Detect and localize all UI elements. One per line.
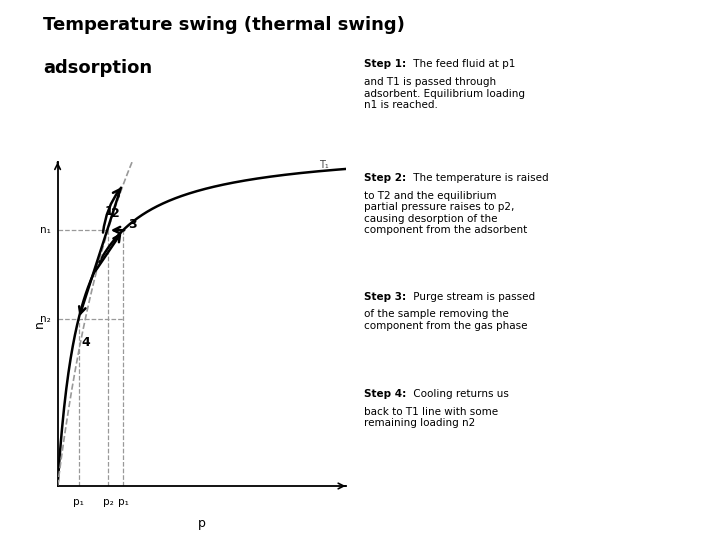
Text: The feed fluid at p1: The feed fluid at p1 bbox=[410, 59, 516, 70]
Text: p₂: p₂ bbox=[102, 497, 113, 507]
Text: p: p bbox=[198, 517, 205, 530]
Text: Purge stream is passed: Purge stream is passed bbox=[410, 292, 536, 302]
Text: Step 4:: Step 4: bbox=[364, 389, 406, 399]
Text: n₂: n₂ bbox=[40, 314, 51, 324]
Text: Temperature swing (thermal swing): Temperature swing (thermal swing) bbox=[43, 16, 405, 34]
Text: back to T1 line with some
remaining loading n2: back to T1 line with some remaining load… bbox=[364, 407, 498, 428]
Text: Cooling returns us: Cooling returns us bbox=[410, 389, 509, 399]
Text: 2: 2 bbox=[111, 207, 120, 220]
Text: p₁: p₁ bbox=[73, 497, 84, 507]
Text: to T2 and the equilibrium
partial pressure raises to p2,
causing desorption of t: to T2 and the equilibrium partial pressu… bbox=[364, 191, 527, 235]
Text: 3: 3 bbox=[129, 218, 138, 231]
Text: Step 3:: Step 3: bbox=[364, 292, 406, 302]
Text: n: n bbox=[33, 320, 46, 328]
Text: n₁: n₁ bbox=[40, 225, 51, 235]
Text: Step 1:: Step 1: bbox=[364, 59, 406, 70]
Text: Step 2:: Step 2: bbox=[364, 173, 406, 183]
Text: p₁: p₁ bbox=[117, 497, 128, 507]
Text: 4: 4 bbox=[81, 336, 90, 349]
Text: T₁: T₁ bbox=[319, 160, 328, 170]
Text: The temperature is raised: The temperature is raised bbox=[410, 173, 549, 183]
Text: of the sample removing the
component from the gas phase: of the sample removing the component fro… bbox=[364, 309, 527, 331]
Text: and T1 is passed through
adsorbent. Equilibrium loading
n1 is reached.: and T1 is passed through adsorbent. Equi… bbox=[364, 77, 525, 110]
Text: 1: 1 bbox=[104, 205, 113, 218]
Text: adsorption: adsorption bbox=[43, 59, 153, 77]
